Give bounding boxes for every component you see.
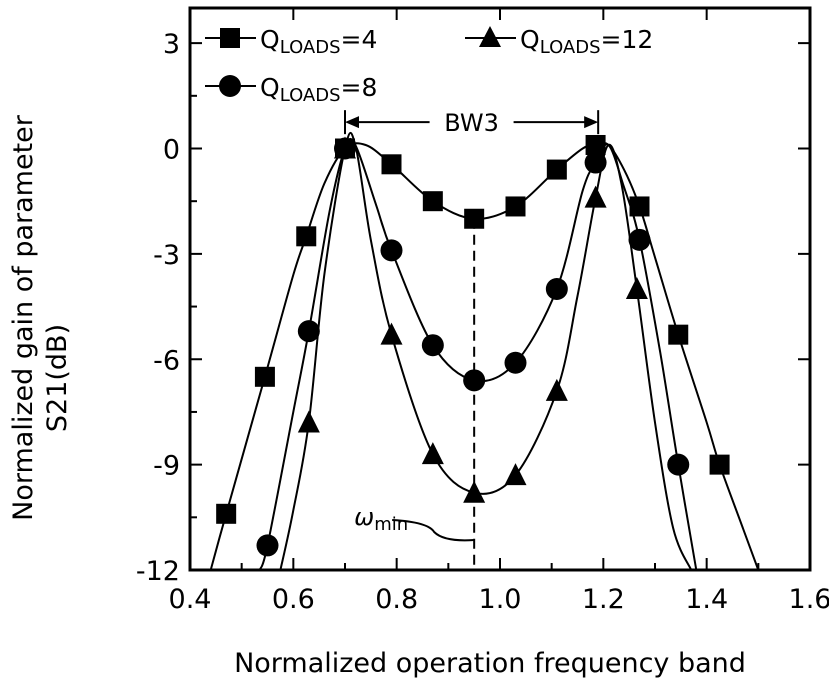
square-marker xyxy=(381,154,402,175)
y-axis-title-line1: Normalized gain of parameter xyxy=(8,114,39,521)
legend-entry-q4: QLOADS=4 xyxy=(205,25,377,58)
circle-marker xyxy=(628,228,651,251)
y-tick-label: 0 xyxy=(163,135,180,166)
legend-entry-q12: QLOADS=12 xyxy=(465,25,653,58)
square-marker xyxy=(254,366,275,387)
legend-label-q4: QLOADS=4 xyxy=(260,25,377,58)
triangle-marker xyxy=(504,463,527,486)
legend-q12-sub: LOADS xyxy=(540,37,601,58)
legend-q12-q: Q xyxy=(520,25,540,54)
square-marker xyxy=(216,503,237,524)
legend-q8-sub: LOADS xyxy=(280,85,341,106)
x-tick-label: 1.2 xyxy=(582,584,625,615)
y-tick-label: 3 xyxy=(163,29,180,60)
legend-q8-q: Q xyxy=(260,73,280,102)
y-tick-label: -3 xyxy=(153,240,180,271)
legend-q8-rest: =8 xyxy=(341,73,378,102)
square-marker xyxy=(546,159,567,180)
triangle-marker xyxy=(334,136,356,159)
legend-triangle-marker xyxy=(479,26,501,47)
x-axis-ticks: 0.4 0.6 0.8 1.0 1.2 1.4 1.6 xyxy=(169,8,829,615)
omega-min-annotation: ωmin xyxy=(354,218,476,570)
y-tick-label: -6 xyxy=(153,345,180,376)
x-axis-title: Normalized operation frequency band xyxy=(234,648,746,679)
y-tick-label: -9 xyxy=(153,451,180,482)
square-marker xyxy=(422,191,443,212)
legend-square-marker xyxy=(220,28,240,48)
circle-marker xyxy=(545,278,568,300)
legend-entry-q8: QLOADS=8 xyxy=(205,73,377,106)
square-marker xyxy=(505,196,526,217)
triangle-marker xyxy=(421,442,444,465)
square-marker xyxy=(709,454,730,475)
omega-min-label: ωmin xyxy=(354,503,408,535)
x-tick-label: 1.0 xyxy=(479,584,522,615)
legend-q4-sub: LOADS xyxy=(280,37,341,58)
legend-q4-rest: =4 xyxy=(341,25,378,54)
legend: QLOADS=4 QLOADS=12 QLOADS=8 xyxy=(205,25,653,106)
circle-marker xyxy=(504,351,527,374)
triangle-marker xyxy=(380,322,403,345)
y-axis-ticks: 3 0 -3 -6 -9 -12 xyxy=(136,29,810,587)
square-marker xyxy=(629,196,650,217)
legend-label-q12: QLOADS=12 xyxy=(520,25,653,58)
x-tick-label: 0.8 xyxy=(375,584,418,615)
x-tick-label: 1.6 xyxy=(789,584,829,615)
circle-marker xyxy=(256,534,279,557)
x-tick-label: 0.4 xyxy=(169,584,212,615)
bw3-arrowhead-right xyxy=(584,116,599,129)
bw3-label: BW3 xyxy=(444,109,499,137)
y-tick-label: -12 xyxy=(136,556,180,587)
triangle-marker xyxy=(584,185,607,208)
x-tick-label: 0.6 xyxy=(272,584,315,615)
y-axis-title-line2: S21(dB) xyxy=(42,324,73,432)
legend-circle-marker xyxy=(219,75,241,97)
legend-q12-rest: =12 xyxy=(601,25,654,54)
circle-marker xyxy=(297,320,320,343)
circle-marker xyxy=(421,334,444,357)
circle-marker xyxy=(584,151,607,174)
circle-marker xyxy=(380,239,403,262)
square-marker xyxy=(585,134,606,155)
legend-label-q8: QLOADS=8 xyxy=(260,73,377,106)
series-line-square xyxy=(209,142,760,570)
omega-min-leader xyxy=(392,519,475,542)
square-marker xyxy=(296,226,317,247)
omega-min-subscript: min xyxy=(374,514,408,535)
legend-q4-q: Q xyxy=(260,25,280,54)
series-layer xyxy=(209,131,760,570)
circle-marker xyxy=(667,453,690,476)
square-marker xyxy=(668,324,689,345)
triangle-marker xyxy=(625,277,648,299)
x-tick-label: 1.4 xyxy=(685,584,728,615)
triangle-marker xyxy=(297,410,320,433)
triangle-marker xyxy=(545,378,568,401)
bw3-annotation: BW3 xyxy=(344,109,600,137)
bw3-arrowhead-left xyxy=(345,116,359,129)
omega-min-symbol: ω xyxy=(354,503,374,531)
